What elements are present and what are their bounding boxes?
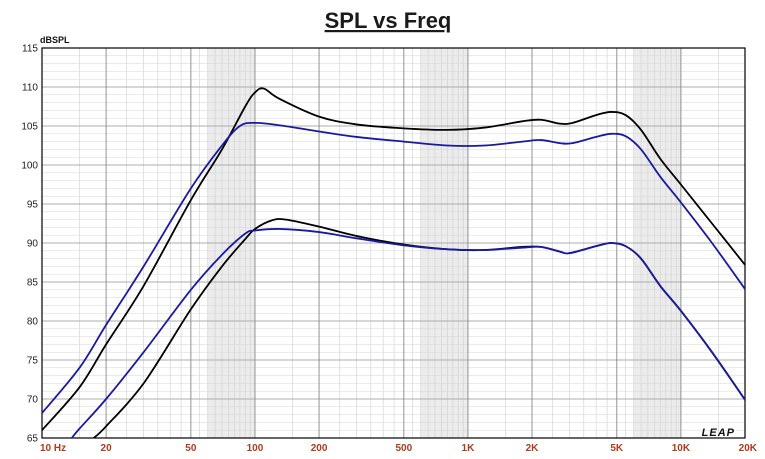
x-tick-label: 1K — [462, 443, 476, 454]
x-tick-label: 20 — [101, 443, 113, 454]
y-tick-label: 65 — [27, 434, 39, 445]
y-tick-label: 110 — [22, 83, 38, 94]
series-layer — [41, 87, 746, 439]
y-tick-label: 75 — [27, 356, 39, 367]
brand-logo: LEAP — [702, 427, 735, 439]
series-line-4 — [71, 228, 746, 439]
series-line-1 — [41, 87, 746, 431]
x-tick-label: 2K — [526, 443, 540, 454]
x-tick-label: 200 — [311, 443, 328, 454]
x-tick-label: 500 — [395, 443, 412, 454]
y-tick-label: 115 — [22, 44, 38, 55]
x-tick-label: 10K — [672, 443, 691, 454]
y-tick-label: 100 — [21, 161, 38, 172]
chart-title: SPL vs Freq — [325, 8, 452, 33]
y-tick-label: 105 — [21, 122, 38, 133]
y-axis-ticks: 65 70 75 80 85 90 95 100 105 110 115 — [21, 44, 38, 445]
y-axis-unit: dBSPL — [40, 35, 70, 45]
plot-frame — [41, 47, 746, 439]
x-tick-label: 10 Hz — [40, 443, 66, 454]
y-tick-label: 70 — [27, 395, 39, 406]
y-tick-label: 95 — [27, 200, 39, 211]
x-tick-label: 50 — [185, 443, 197, 454]
x-tick-label: 100 — [247, 443, 264, 454]
x-tick-label: 5K — [610, 443, 624, 454]
x-axis-ticks: 10 Hz 20 50 100 200 500 1K 2K 5K 10K 20K — [40, 443, 758, 454]
y-tick-label: 80 — [27, 317, 39, 328]
y-tick-label: 85 — [27, 278, 39, 289]
series-line-2 — [41, 121, 746, 414]
y-tick-label: 90 — [27, 239, 39, 250]
x-tick-label: 20K — [739, 443, 758, 454]
